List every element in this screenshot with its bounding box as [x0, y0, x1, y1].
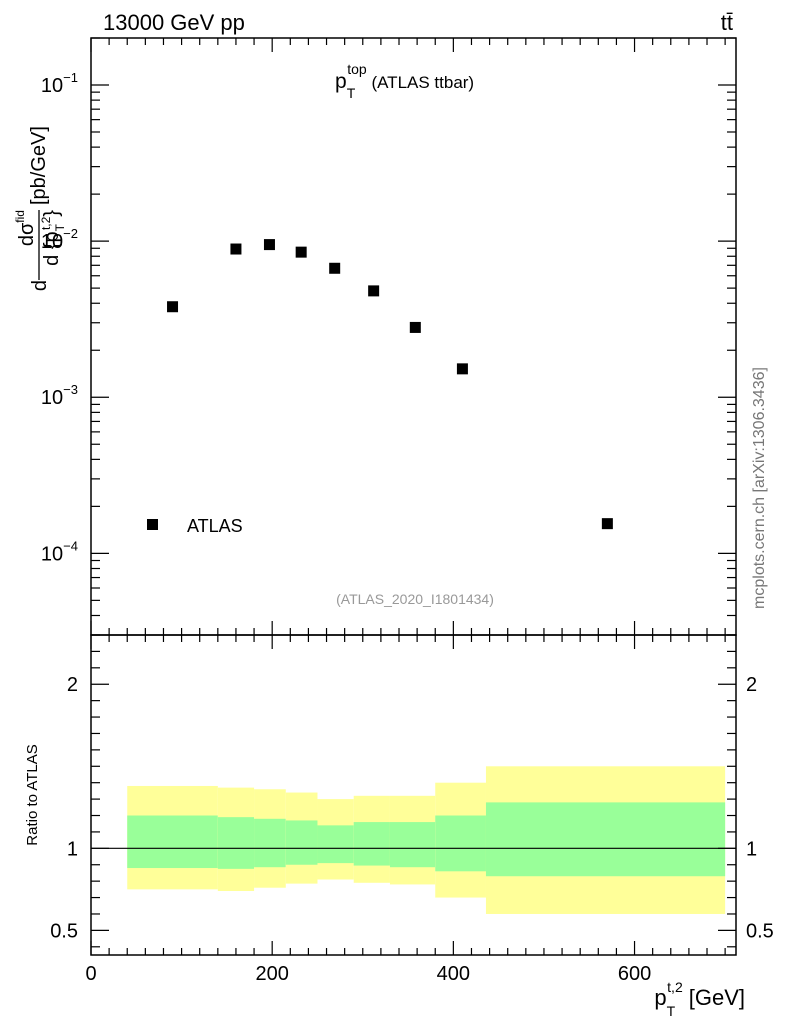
data-point-8 — [601, 518, 613, 530]
main-panel-frame — [90, 37, 737, 636]
y-label-unit: [pb/GeV] — [28, 126, 50, 205]
x-tick-label-0: 0 — [85, 963, 96, 985]
inner-band-3 — [285, 820, 318, 865]
ratio-panel-frame — [90, 634, 737, 956]
ratio-y-tick-label-left-1: 1 — [67, 838, 78, 860]
legend-label: ATLAS — [187, 516, 243, 536]
axis-tick-labels: 0 200 400 600 10−1 10−2 10−3 10−4 0.5 0.5 1 1 2 2 — [41, 70, 774, 985]
plot-title-symbol: p — [335, 70, 347, 93]
plot-title: pTtop (ATLAS ttbar) — [335, 61, 474, 101]
legend-marker — [147, 519, 158, 530]
ratio-y-tick-label-right-0: 0.5 — [746, 920, 774, 942]
inner-band-0 — [127, 815, 218, 869]
main-y-axis-label: dσfid d d {pTt,2} [pb/GeV] — [13, 126, 67, 291]
ratio-y-tick-label-left-0: 0.5 — [50, 920, 78, 942]
y-tick-label-1: 10−2 — [41, 226, 78, 253]
inner-band-5 — [353, 822, 390, 866]
inner-band-7 — [435, 815, 486, 872]
data-point-7 — [456, 363, 468, 375]
y-tick-label-0: 10−1 — [41, 70, 78, 97]
data-point-1 — [230, 243, 242, 255]
watermark: mcplots.cern.ch [arXiv:1306.3436] — [751, 367, 768, 609]
data-point-0 — [167, 301, 179, 313]
ratio-bands — [127, 766, 726, 914]
y-tick-label-3: 10−4 — [41, 538, 78, 565]
ratio-y-tick-label-right-1: 1 — [746, 838, 757, 860]
inner-band-6 — [389, 822, 436, 868]
data-point-5 — [368, 285, 380, 297]
inner-band-8 — [485, 802, 726, 877]
data-point-3 — [295, 246, 307, 258]
header-process: 13000 GeV pp — [103, 10, 245, 35]
data-points — [167, 239, 613, 530]
axis-ticks — [90, 37, 736, 955]
data-point-6 — [409, 321, 421, 333]
x-axis-label: pTt,2 [GeV] — [654, 979, 745, 1019]
inner-band-1 — [217, 817, 255, 869]
inner-band-4 — [317, 825, 354, 864]
x-tick-label-2: 400 — [437, 963, 470, 985]
inner-band-2 — [254, 818, 286, 868]
plot-title-sup: top — [347, 61, 367, 77]
data-point-4 — [329, 262, 341, 274]
ratio-y-axis-label: Ratio to ATLAS — [24, 744, 41, 845]
analysis-source: (ATLAS_2020_I1801434) — [336, 591, 494, 607]
ratio-y-tick-label-right-2: 2 — [746, 674, 757, 696]
x-tick-label-1: 200 — [255, 963, 288, 985]
plot-title-rest: (ATLAS ttbar) — [367, 73, 474, 92]
y-label-d: d — [29, 280, 51, 291]
y-label-numerator: dσfid — [13, 210, 38, 246]
y-tick-label-2: 10−3 — [41, 382, 78, 409]
data-point-2 — [263, 239, 275, 251]
plot-title-sub: T — [347, 85, 356, 101]
y-label-denominator: d {pTt,2} — [39, 210, 67, 266]
x-tick-label-3: 600 — [618, 963, 651, 985]
ratio-y-tick-label-left-2: 2 — [67, 674, 78, 696]
header-final-state: tt̄ — [721, 10, 733, 35]
